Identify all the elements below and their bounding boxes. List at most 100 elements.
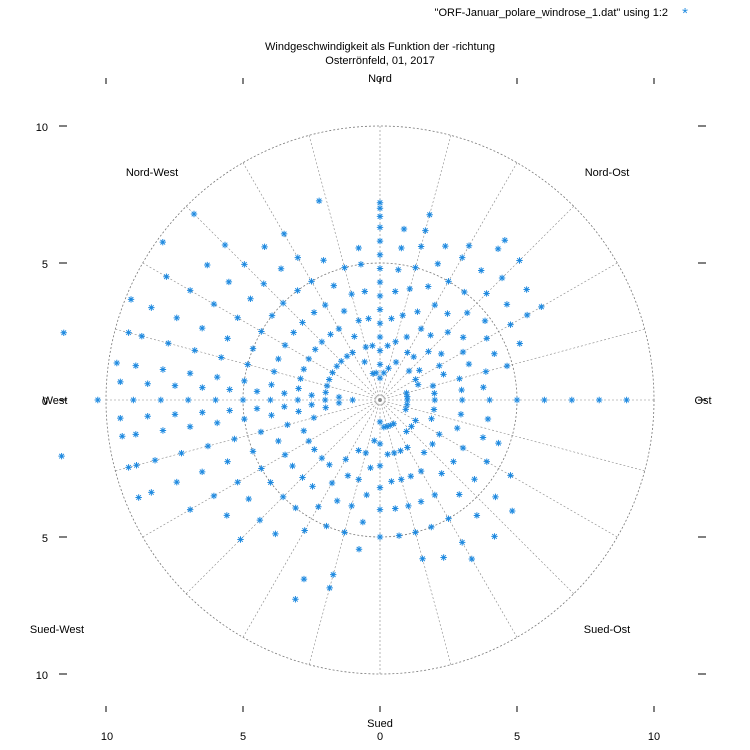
data-point [403, 401, 411, 408]
data-point [361, 288, 368, 295]
data-point [323, 522, 330, 530]
data-point [444, 310, 451, 317]
data-point [326, 461, 333, 468]
data-point [445, 278, 452, 285]
data-point [348, 290, 355, 298]
chart-title: Windgeschwindigkeit als Funktion der -ri… [265, 41, 495, 53]
data-point [342, 456, 349, 463]
data-point [244, 361, 251, 368]
data-point [362, 343, 370, 351]
data-point [280, 230, 288, 238]
data-point [459, 396, 466, 404]
data-point [157, 396, 164, 404]
data-point [294, 254, 301, 261]
data-point [369, 342, 376, 349]
data-point [218, 354, 225, 361]
data-point [376, 205, 384, 212]
data-point [596, 396, 603, 404]
data-point [312, 346, 319, 353]
data-point [491, 350, 498, 358]
direction-label-nord-west: Nord-West [126, 167, 178, 179]
x-tick-label: 10 [648, 731, 660, 743]
grid-spoke [379, 399, 574, 594]
data-point [465, 360, 473, 368]
data-point [292, 596, 299, 603]
data-point [383, 423, 391, 430]
data-point [434, 260, 442, 268]
data-point [459, 334, 467, 341]
data-point [281, 403, 288, 410]
data-point [329, 571, 337, 578]
data-point [333, 497, 341, 505]
y-tick-label: 10 [36, 122, 48, 134]
data-point [405, 502, 412, 510]
data-point [392, 505, 399, 512]
data-point [349, 349, 356, 356]
data-point [468, 555, 475, 563]
x-tick-label: 5 [514, 731, 520, 743]
data-point [410, 353, 417, 361]
data-point [376, 292, 384, 300]
data-point [257, 428, 265, 436]
data-point [343, 353, 351, 360]
data-point [241, 261, 248, 268]
data-point [226, 407, 233, 414]
data-point [322, 396, 329, 404]
data-point [483, 290, 490, 297]
data-point [429, 440, 436, 448]
data-point [241, 415, 248, 423]
grid-spoke [379, 328, 645, 401]
data-point [94, 396, 101, 404]
data-point [277, 265, 285, 272]
data-point [376, 418, 384, 426]
data-point [376, 306, 384, 313]
data-point [390, 420, 397, 427]
data-point [376, 278, 384, 286]
data-point [459, 348, 467, 356]
data-point [516, 257, 523, 264]
data-point [322, 404, 329, 411]
data-point [405, 367, 413, 375]
direction-label-nord-ost: Nord-Ost [585, 167, 630, 179]
data-point [315, 197, 323, 205]
data-point [335, 399, 343, 407]
data-point [478, 267, 485, 274]
data-point [294, 287, 301, 294]
data-point [376, 199, 384, 206]
data-point [376, 347, 384, 354]
data-point [127, 296, 135, 303]
data-point [294, 396, 301, 404]
data-point [148, 304, 155, 311]
data-point [333, 363, 341, 370]
data-point [214, 419, 221, 427]
data-point [369, 370, 377, 377]
grid-spoke [379, 206, 574, 401]
data-point [300, 366, 307, 373]
data-point [249, 448, 257, 455]
y-tick-label: 0 [42, 396, 48, 408]
data-point [417, 498, 425, 505]
data-point [471, 476, 478, 483]
data-point [483, 458, 490, 465]
data-point [163, 273, 170, 280]
data-point [340, 307, 348, 315]
data-point [329, 369, 336, 376]
data-point [390, 449, 398, 457]
data-point [412, 417, 419, 424]
data-point [424, 283, 432, 290]
data-point [484, 415, 492, 423]
data-point [428, 415, 435, 422]
chart-subtitle: Osterrönfeld, 01, 2017 [325, 55, 434, 67]
data-point [392, 288, 399, 295]
data-point [268, 412, 275, 419]
data-point [322, 389, 329, 396]
data-point [380, 369, 388, 377]
data-point [376, 333, 384, 341]
data-point [458, 386, 465, 394]
data-point [445, 515, 452, 522]
grid-spoke [115, 399, 381, 472]
y-tick-label: 5 [42, 259, 48, 271]
data-point [479, 434, 487, 441]
data-point [395, 532, 403, 539]
data-point [425, 348, 432, 355]
